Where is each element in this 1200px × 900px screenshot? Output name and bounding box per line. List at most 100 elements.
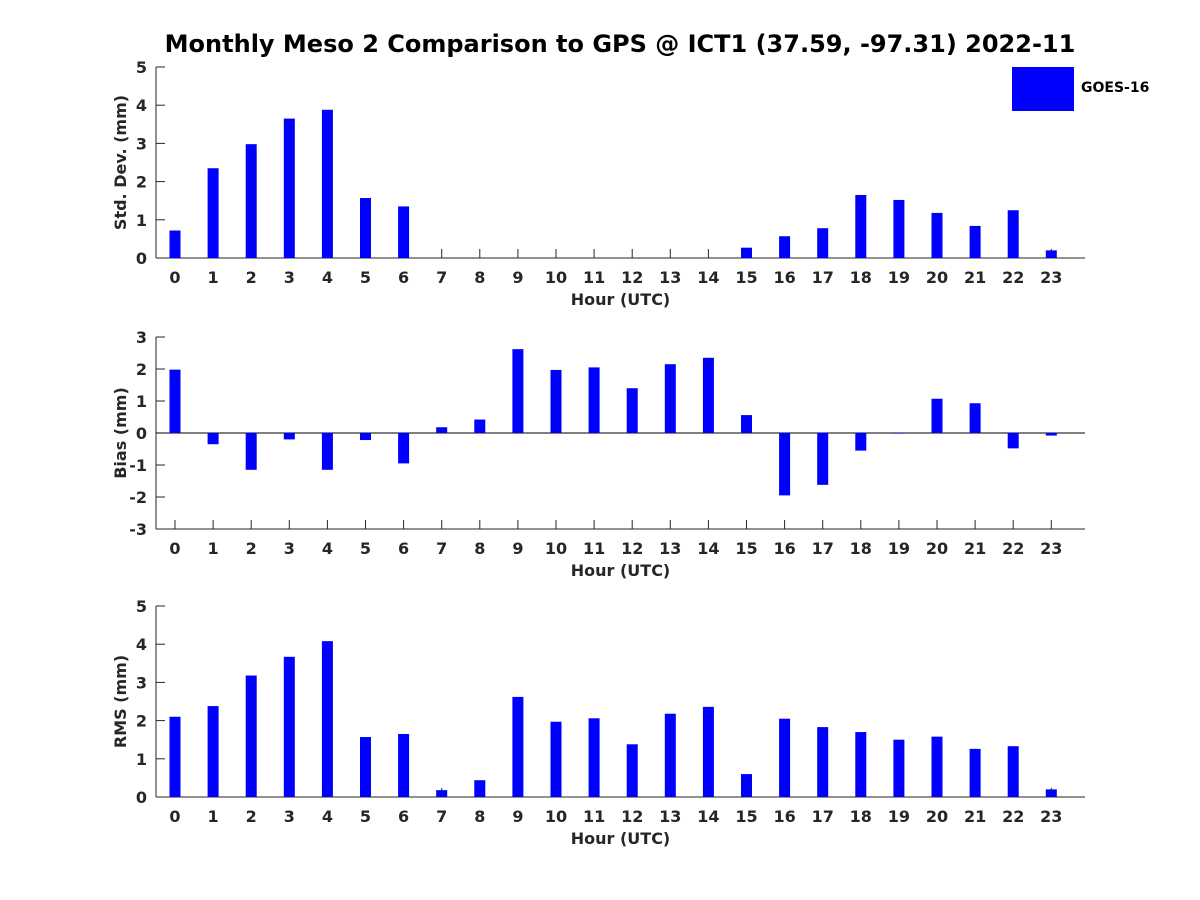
bar: [741, 415, 752, 433]
bar: [817, 228, 829, 258]
x-tick-label: 12: [621, 539, 643, 558]
bar: [893, 433, 905, 434]
bar: [969, 225, 981, 258]
bar: [931, 212, 943, 258]
y-tick-label: 5: [136, 597, 147, 616]
chart-title: Monthly Meso 2 Comparison to GPS @ ICT1 …: [164, 30, 1076, 58]
bar: [398, 733, 410, 797]
x-tick-label: 2: [246, 807, 257, 826]
x-tick-label: 3: [284, 539, 295, 558]
y-tick-label: 0: [136, 788, 147, 807]
x-tick-label: 18: [850, 807, 872, 826]
bar: [969, 748, 981, 797]
x-tick-label: 15: [735, 807, 757, 826]
bar: [855, 194, 867, 258]
bar: [283, 433, 295, 440]
bar: [741, 774, 752, 797]
bar: [893, 199, 905, 258]
bar: [702, 357, 714, 433]
y-tick-label: 1: [136, 392, 147, 411]
y-axis-label: Std. Dev. (mm): [111, 95, 130, 230]
bar: [931, 398, 943, 433]
x-tick-label: 17: [812, 807, 834, 826]
x-tick-label: 17: [812, 539, 834, 558]
x-tick-label: 20: [926, 807, 948, 826]
bar: [245, 144, 257, 258]
x-tick-label: 5: [360, 268, 371, 287]
y-tick-label: 0: [136, 249, 147, 268]
bar: [474, 780, 486, 797]
bar: [245, 433, 257, 470]
y-tick-label: 2: [136, 360, 147, 379]
bar: [283, 656, 295, 797]
x-tick-label: 14: [697, 807, 719, 826]
bar: [779, 433, 791, 496]
x-tick-label: 10: [545, 539, 567, 558]
x-tick-label: 7: [436, 807, 447, 826]
x-tick-label: 19: [888, 268, 910, 287]
y-tick-label: 0: [136, 424, 147, 443]
x-tick-label: 15: [735, 539, 757, 558]
bar: [1007, 746, 1019, 797]
x-tick-label: 10: [545, 268, 567, 287]
bar: [550, 721, 562, 797]
bar: [398, 433, 410, 464]
x-tick-label: 1: [208, 539, 219, 558]
bar: [436, 427, 448, 433]
x-tick-label: 15: [735, 268, 757, 287]
x-tick-label: 23: [1040, 539, 1062, 558]
x-tick-label: 21: [964, 268, 986, 287]
bar: [360, 737, 371, 797]
x-tick-label: 6: [398, 539, 409, 558]
x-tick-label: 22: [1002, 539, 1024, 558]
bar: [169, 230, 181, 258]
bar: [741, 247, 752, 258]
y-tick-label: 2: [136, 712, 147, 731]
bar: [779, 236, 791, 258]
x-tick-label: 18: [850, 539, 872, 558]
x-tick-label: 20: [926, 539, 948, 558]
x-tick-label: 2: [246, 539, 257, 558]
bar: [855, 433, 867, 451]
bar: [321, 109, 333, 258]
bar: [702, 706, 714, 797]
x-tick-label: 21: [964, 539, 986, 558]
x-tick-label: 5: [360, 539, 371, 558]
bar: [1045, 789, 1057, 797]
x-tick-label: 13: [659, 268, 681, 287]
x-tick-label: 14: [697, 539, 719, 558]
x-tick-label: 1: [208, 807, 219, 826]
x-tick-label: 16: [773, 807, 795, 826]
x-tick-label: 3: [284, 807, 295, 826]
y-tick-label: 1: [136, 750, 147, 769]
bar: [1045, 433, 1057, 436]
x-tick-label: 0: [169, 539, 180, 558]
bar: [207, 706, 219, 797]
bar: [360, 198, 371, 258]
bar: [779, 718, 791, 797]
bar: [626, 388, 638, 433]
x-tick-label: 6: [398, 268, 409, 287]
bar: [321, 433, 333, 470]
y-tick-label: 4: [136, 635, 147, 654]
y-tick-label: 5: [136, 58, 147, 77]
bar: [169, 716, 181, 797]
bar: [893, 739, 905, 797]
x-tick-label: 3: [284, 268, 295, 287]
bar: [1045, 250, 1057, 258]
x-tick-label: 19: [888, 807, 910, 826]
bar: [512, 696, 524, 797]
bar: [588, 718, 600, 797]
bar: [283, 118, 295, 258]
bar: [169, 369, 181, 433]
bar: [512, 349, 524, 433]
x-tick-label: 22: [1002, 807, 1024, 826]
x-tick-label: 22: [1002, 268, 1024, 287]
bar: [931, 736, 943, 797]
bar: [321, 641, 333, 797]
x-axis-label: Hour (UTC): [571, 290, 671, 309]
x-tick-label: 21: [964, 807, 986, 826]
legend-label: GOES-16: [1081, 80, 1150, 96]
y-tick-label: 3: [136, 673, 147, 692]
x-tick-label: 4: [322, 539, 333, 558]
